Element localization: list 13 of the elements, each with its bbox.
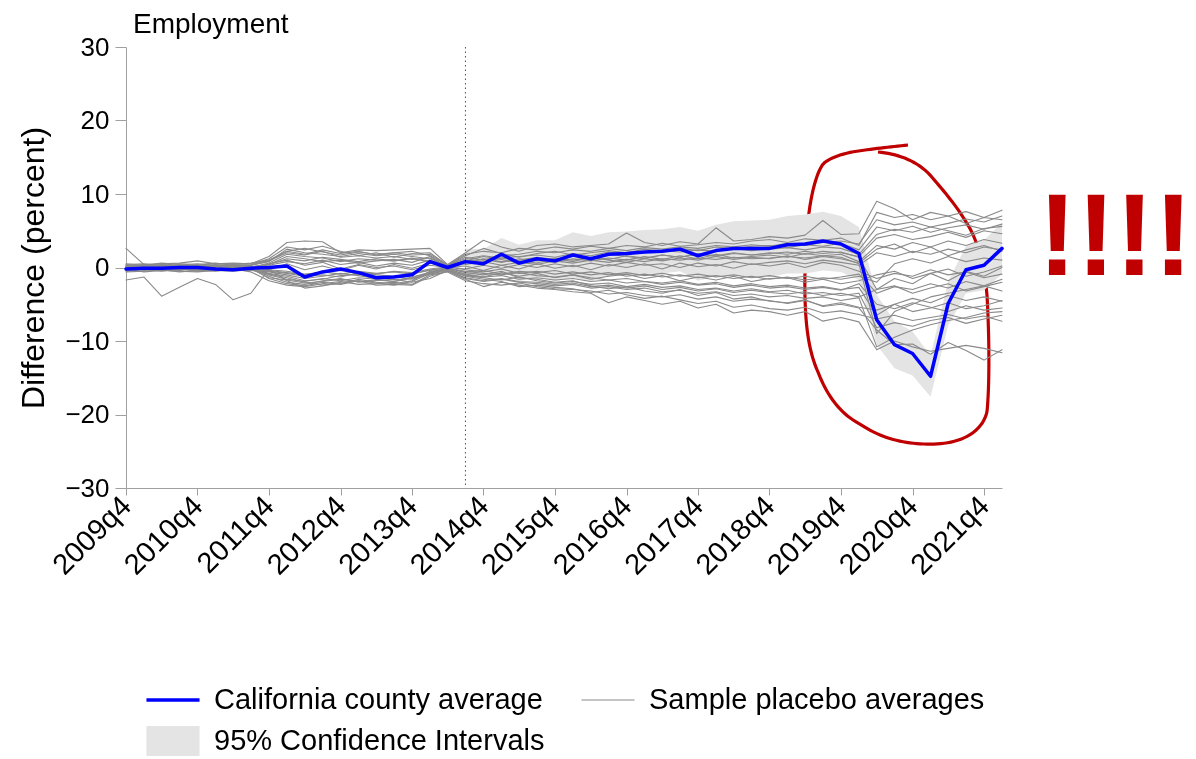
legend-label: California county average <box>214 683 543 715</box>
y-tick-label: 20 <box>80 105 110 135</box>
chart-title: Employment <box>133 8 289 39</box>
y-tick-label: −30 <box>65 472 110 503</box>
legend-label: Sample placebo averages <box>649 683 985 715</box>
y-tick-label: −10 <box>65 325 110 356</box>
text: !!!! <box>1038 170 1193 300</box>
y-tick-label: −20 <box>65 399 110 429</box>
y-tick-label: 10 <box>80 178 110 209</box>
y-axis-title: Difference (percent) <box>14 126 51 410</box>
legend-label: 95% Confidence Intervals <box>214 724 545 756</box>
y-tick-label: 30 <box>80 31 110 62</box>
y-tick-label: 0 <box>95 252 110 282</box>
